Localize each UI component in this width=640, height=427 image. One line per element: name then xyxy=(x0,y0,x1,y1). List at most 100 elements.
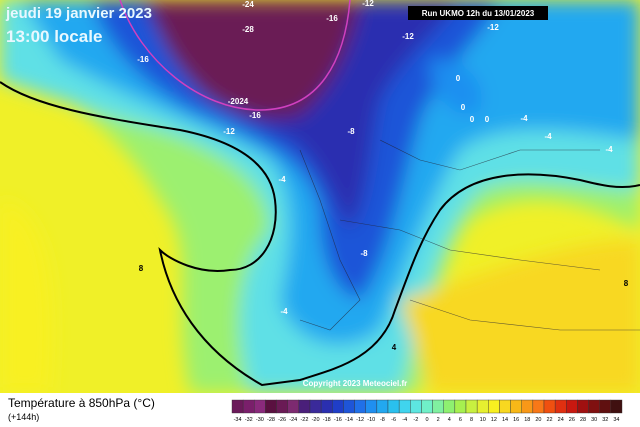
colorbar-swatch xyxy=(309,399,322,414)
colorbar-swatch xyxy=(320,399,333,414)
colorbar-label: 10 xyxy=(480,417,486,423)
colorbar-label: 26 xyxy=(569,417,575,423)
contour-label: -12 xyxy=(402,32,414,41)
colorbar-label: 18 xyxy=(524,417,530,423)
colorbar-label: 2 xyxy=(437,417,440,423)
contour-label: -24 xyxy=(242,0,254,9)
contour-label: -4 xyxy=(605,145,613,154)
colorbar-label: -8 xyxy=(380,417,385,423)
contour-label: -28 xyxy=(242,25,254,34)
contour-label: 8 xyxy=(624,279,629,288)
colorbar-label: -4 xyxy=(402,417,407,423)
colorbar-label: -20 xyxy=(312,417,320,423)
colorbar-label: -2 xyxy=(413,417,418,423)
colorbar-swatch xyxy=(276,399,288,414)
colorbar-swatch xyxy=(354,399,366,414)
contour-label: -8 xyxy=(347,127,355,136)
colorbar-swatch xyxy=(476,399,489,414)
contour-label: -4 xyxy=(544,132,552,141)
colorbar-label: 24 xyxy=(558,417,564,423)
colorbar-swatch xyxy=(387,399,400,414)
colorbar-label: -28 xyxy=(267,417,275,423)
contour-label: -4 xyxy=(280,307,288,316)
run-box xyxy=(408,6,548,20)
colorbar-label: -6 xyxy=(391,417,396,423)
colorbar-swatch xyxy=(566,399,578,414)
colorbar-label: -32 xyxy=(245,417,253,423)
colorbar-swatch xyxy=(454,399,467,414)
colorbar-label: -34 xyxy=(234,417,242,423)
colorbar-label: 16 xyxy=(513,417,519,423)
colorbar-label: 30 xyxy=(591,417,597,423)
colorbar-label: 32 xyxy=(602,417,608,423)
colorbar-label: 0 xyxy=(425,417,428,423)
legend-subtitle: (+144h) xyxy=(8,412,39,422)
colorbar-swatch xyxy=(254,399,266,414)
contour-label: -12 xyxy=(362,0,374,8)
colorbar-swatch xyxy=(421,399,433,414)
colorbar-label: 22 xyxy=(547,417,553,423)
contour-label: -12 xyxy=(487,23,499,32)
colorbar-label: -30 xyxy=(256,417,264,423)
contour-label: 4 xyxy=(392,343,397,352)
colorbar-label: -14 xyxy=(345,417,353,423)
colorbar-label: 20 xyxy=(535,417,541,423)
run-info: Run UKMO 12h du 13/01/2023 xyxy=(422,9,535,18)
contour-label: -12 xyxy=(223,127,235,136)
contour-label: -4 xyxy=(278,175,286,184)
colorbar-label: -18 xyxy=(323,417,331,423)
colorbar-label: 8 xyxy=(470,417,473,423)
legend-title: Température à 850hPa (°C) xyxy=(8,396,155,410)
colorbar-swatch xyxy=(343,399,355,414)
colorbar-swatch xyxy=(242,399,255,414)
colorbar-swatch xyxy=(499,399,511,414)
contour-label: 0 xyxy=(461,103,466,112)
colorbar-swatch xyxy=(465,399,478,414)
contour-label: 0 xyxy=(485,115,490,124)
contour-label: -4 xyxy=(520,114,528,123)
colorbar-label: -16 xyxy=(334,417,342,423)
colorbar-swatch xyxy=(610,399,623,414)
colorbar-swatch xyxy=(443,399,456,414)
colorbar-label: -12 xyxy=(356,417,364,423)
colorbar-swatch xyxy=(577,399,589,414)
colorbar-label: 6 xyxy=(459,417,462,423)
contour-label: -16 xyxy=(137,55,149,64)
contour-label: 0 xyxy=(470,115,475,124)
colorbar-label: -26 xyxy=(278,417,286,423)
colorbar-swatch xyxy=(365,399,378,414)
colorbar-swatch xyxy=(432,399,444,414)
contour-labels: -24-16-12-28-16-12-120-2024-16-12 -800 0 -4… xyxy=(137,0,629,352)
colorbar-swatch xyxy=(265,399,277,414)
colorbar-swatch xyxy=(298,399,311,414)
colorbar-swatch xyxy=(287,399,300,414)
contour-label: -16 xyxy=(249,111,261,120)
contour-label: 0 xyxy=(456,74,461,83)
temperature-field xyxy=(0,0,640,393)
colorbar-swatch xyxy=(398,399,411,414)
colorbar-swatch xyxy=(521,399,534,414)
colorbar-swatch xyxy=(231,399,244,414)
colorbar-label: -10 xyxy=(367,417,375,423)
colorbar-label: 28 xyxy=(580,417,586,423)
colorbar-swatch xyxy=(410,399,422,414)
time: 13:00 locale xyxy=(6,27,102,46)
colorbar-swatch xyxy=(599,399,612,414)
colorbar-swatch xyxy=(543,399,556,414)
copyright: Copyright 2023 Meteociel.fr xyxy=(303,379,407,388)
contour-label: -2024 xyxy=(228,97,249,106)
colorbar-swatch xyxy=(554,399,567,414)
colorbar-swatch xyxy=(488,399,500,414)
contour-label: -8 xyxy=(360,249,368,258)
contour-label: 8 xyxy=(139,264,144,273)
colorbar-label: 12 xyxy=(491,417,497,423)
colorbar-label: 4 xyxy=(448,417,451,423)
colorbar-swatch xyxy=(332,399,344,414)
colorbar-label: 14 xyxy=(502,417,508,423)
colorbar-label: -24 xyxy=(289,417,297,423)
contour-label: -16 xyxy=(326,14,338,23)
colorbar: -34 -32 -30 -28 -26 -24 -22 -20 -18 -16 -14 -12 -10-… xyxy=(231,399,623,423)
colorbar-swatch xyxy=(588,399,600,414)
colorbar-swatch xyxy=(532,399,545,414)
